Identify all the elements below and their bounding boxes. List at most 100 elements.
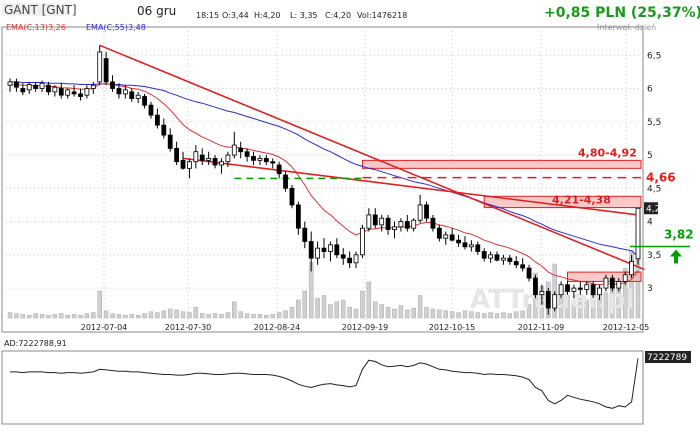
ticker-badge (2, 3, 70, 16)
volume-bar (340, 299, 346, 319)
volume-bar (584, 299, 589, 319)
candle-body (199, 154, 205, 161)
candle-body (193, 151, 199, 163)
volume-bar (366, 281, 372, 319)
y-tick-label: 4,5 (647, 184, 661, 194)
candle-body (436, 227, 442, 239)
ema55-line (10, 81, 639, 257)
candle-body (443, 234, 449, 239)
candle-body (603, 277, 609, 289)
candle-body (558, 284, 564, 296)
volume-bar (52, 314, 58, 319)
volume-label: Vol:1476218 (357, 11, 407, 20)
volume-bar (360, 290, 365, 319)
candle-body (449, 234, 455, 241)
x-tick-label: 2012-11-09 (518, 323, 565, 332)
ad-plot-frame (1, 350, 644, 425)
volume-bar (46, 315, 51, 319)
candle-body (289, 187, 295, 206)
candle-body (308, 241, 314, 259)
candle-body (46, 84, 51, 93)
volume-bar (283, 310, 288, 319)
candle-body (161, 124, 167, 136)
candle-body (257, 157, 263, 161)
candle-body (116, 88, 122, 95)
x-axis: 2012-07-04 2012-07-30 2012-08-24 2012-09-19… (81, 323, 650, 332)
volume-bar (411, 307, 416, 319)
last-price-label: 4,2 (646, 204, 660, 214)
open-label: O:3,44 (222, 11, 249, 20)
candle-body (187, 161, 192, 169)
volume-bar (469, 311, 474, 319)
volume-bar (520, 310, 525, 319)
volume-bar (20, 314, 26, 319)
volume-bar (513, 311, 519, 319)
volume-bar (501, 312, 506, 319)
candle-body (58, 88, 64, 96)
y-tick-label: 5 (647, 151, 653, 161)
candle-body (597, 287, 602, 296)
volume-bar (552, 263, 557, 319)
volume-bar (270, 314, 275, 319)
volume-bar (59, 313, 64, 319)
candle-body (520, 264, 526, 269)
volume-bar (142, 313, 147, 319)
candle-body (424, 204, 429, 219)
x-tick-label: 2012-12-05 (603, 323, 650, 332)
volume-bar (398, 305, 404, 319)
candle-body (398, 221, 404, 228)
volume-bar (84, 313, 90, 319)
candle-body (231, 144, 237, 156)
candle-body (122, 89, 128, 95)
volume-bar (123, 315, 128, 319)
candle-body (39, 82, 45, 89)
volume-bar (603, 292, 609, 319)
candle-body (347, 257, 353, 264)
grid (2, 27, 643, 332)
candle-body (20, 88, 26, 93)
ema13-legend: EMA(C,13)3,26 (6, 23, 66, 32)
candle-body (321, 247, 327, 252)
volume-bar (78, 315, 83, 319)
candle-body (462, 242, 468, 248)
candle-body (590, 284, 596, 296)
candle-body (276, 164, 282, 175)
x-tick-label: 2012-07-30 (165, 323, 212, 332)
candle-body (360, 227, 365, 256)
volume-bar (238, 311, 243, 319)
x-tick-label: 2012-08-24 (254, 323, 301, 332)
trend-line (182, 157, 639, 216)
volume-bar (116, 314, 122, 319)
candle-body (65, 89, 71, 96)
y-tick-label: 6 (647, 85, 653, 95)
candle-body (90, 84, 96, 89)
candle-body (417, 204, 423, 221)
volume-bar (481, 313, 487, 319)
close-label: C:4,20 (325, 11, 351, 20)
candle-body (263, 157, 269, 163)
volume-bar (161, 310, 167, 319)
volume-bar (219, 314, 224, 319)
candle-body (33, 84, 39, 89)
candle-body (135, 94, 141, 99)
volume-bar (39, 314, 45, 319)
volume-bar (71, 314, 77, 319)
volume-bar (65, 315, 70, 319)
candle-body (609, 277, 615, 289)
candle-body (110, 81, 115, 89)
zone-label: 4,80-4,92 (578, 146, 637, 159)
candle-body (244, 151, 250, 157)
candle-body (7, 81, 13, 86)
high-label: H:4,20 (254, 11, 281, 20)
candle-body (251, 155, 256, 161)
y-tick-label: 3,5 (647, 251, 661, 261)
volume-bar (206, 314, 211, 319)
candle-body (302, 227, 308, 242)
change-label: +0,85 PLN (25,37%) (544, 5, 700, 21)
candle-body (270, 161, 276, 164)
y-tick-label: 4 (647, 218, 653, 228)
candle-body (142, 96, 147, 106)
candle-body (340, 254, 346, 259)
candle-body (379, 217, 385, 226)
